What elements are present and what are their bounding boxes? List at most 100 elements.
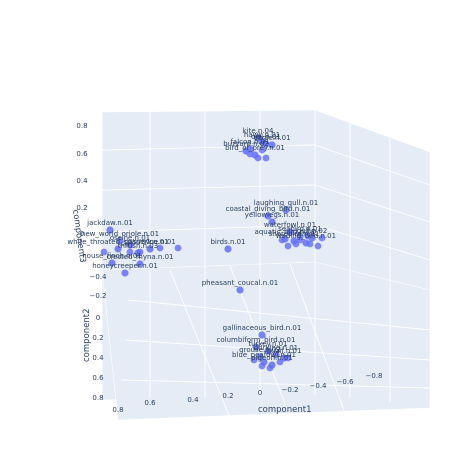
scatter-point[interactable] [236,286,244,294]
point-label: hawk.n.01 [244,131,280,139]
point-label: aquatic_bird.n.01 [255,228,316,236]
point-label: blue_peafowl.n.01 [232,351,296,359]
scatter-point[interactable] [121,269,129,277]
scatter-point[interactable] [146,245,154,253]
scatter-point[interactable] [224,245,232,253]
scatter-point[interactable] [116,237,124,245]
point-label: thrush.n.03 [118,242,158,250]
point-label: yellowlegs.n.01 [245,211,299,219]
x-tick-label: −0.2 [282,386,299,394]
point-label: oscine.n.01 [110,234,150,242]
point-label: crested_myna.n.01 [106,253,173,261]
scatter-point[interactable] [258,331,266,339]
scatter-point[interactable] [256,353,264,361]
grid-line [127,299,431,331]
y-tick-label: 0 [96,314,100,322]
scatter-point[interactable] [254,154,262,162]
scatter-point[interactable] [278,236,286,244]
x-tick-label: −0.4 [310,382,328,390]
y-tick-label: −0.4 [90,273,108,281]
grid-line [289,263,346,414]
scatter-point[interactable] [314,242,322,250]
point-label: laughing_gull.n.01 [254,199,318,207]
point-label: gallinaceous_bird.n.01 [223,324,302,332]
point-label: falcon.n.01 [230,138,269,146]
point-label: pigeon.n.01 [251,354,293,362]
grid-line [101,224,316,233]
scatter-point[interactable] [136,260,144,268]
scatter-point[interactable] [292,240,300,248]
grid-line [124,339,431,361]
grid-line [314,224,431,261]
scatter-point[interactable] [250,356,258,364]
scatter-point[interactable] [156,244,164,252]
point-label: honeycreeper.n.01 [92,262,158,270]
scatter-point[interactable] [268,141,276,149]
point-label: eagle.n.01 [253,134,290,142]
point-label: birds.n.01 [210,238,245,246]
scatter-point[interactable] [114,245,122,253]
y-tick-label: 0.6 [92,374,104,382]
scatter-point[interactable] [106,226,114,234]
point-label: passerine.n.01 [124,238,176,246]
x-tick-label: 0.2 [222,392,233,400]
z-tick-label: 0.4 [76,177,88,185]
point-label: grouse.n.02 [239,346,281,354]
axis-ticks: 0.8 0.6 0.4 0.2 0 −0.2 −0.4 −0.6 −0.8 −0.4 −0.2 0 0.… [76,122,382,414]
grid-line [314,144,431,186]
point-label: gull.n.02 [297,227,328,235]
scatter-point[interactable] [286,228,294,236]
scatter-point[interactable] [126,248,134,256]
point-label: white_throated_sparrow.n.01 [67,238,168,246]
point-label: shorebird.n.01 [269,230,320,238]
scatter-point[interactable] [266,364,274,372]
z-tick-label: 0.6 [76,150,88,158]
scatter-point[interactable] [268,218,276,226]
scatter-point[interactable] [262,140,270,148]
point-label: owl.n.01 [251,133,281,141]
point-label: wading_bird.n.01 [276,232,336,240]
point-label: waterfowl.n.01 [264,221,316,229]
scatter-point[interactable] [276,358,284,366]
y-tick-label: 0.2 [92,334,103,342]
point-label: jackdaw.n.01 [86,219,133,227]
point-label: pheasant_coucal.n.01 [202,279,279,287]
point-label: seabird.n.01 [278,225,322,233]
scatter-point[interactable] [306,240,314,248]
scatter-point[interactable] [318,234,326,242]
scatter-point[interactable] [174,244,182,252]
z-tick-label: 0 [80,230,84,238]
point-label: house_finch.n.01 [82,252,142,260]
grid-line [101,184,316,191]
scatter-point[interactable] [136,248,144,256]
scatter-point[interactable] [304,232,312,240]
grid-lines [101,110,431,419]
x-tick-label: −0.6 [337,378,355,386]
y-tick-label: 0.8 [92,394,103,402]
scatter-point[interactable] [264,212,272,220]
z-tick-label: 0.8 [76,122,87,130]
scatter-point[interactable] [264,347,272,355]
scatter-point[interactable] [272,351,280,359]
scatter-point[interactable] [284,242,292,250]
scatter-point[interactable] [246,150,254,158]
x-tick-label: −0.8 [366,372,383,380]
grid-line [314,184,431,223]
y-axis-title: component2 [82,309,92,363]
scatter-point[interactable] [252,343,260,351]
scatter-point[interactable] [284,354,292,362]
grid-line [101,144,316,151]
scatter-point[interactable] [108,259,116,267]
scatter-point[interactable] [262,154,270,162]
scatter-point[interactable] [258,362,266,370]
scatter-point[interactable] [100,248,108,256]
grid-line [121,379,431,389]
scatter-point[interactable] [126,241,134,249]
scatter-point[interactable] [258,146,266,154]
point-label: coastal_diving_bird.n.01 [226,205,311,213]
y-tick-label: −0.2 [90,292,107,300]
scatter-point[interactable] [282,206,290,214]
point-label: kite.n.04 [243,127,274,135]
point-label: new_world_oriole.n.01 [81,230,159,238]
